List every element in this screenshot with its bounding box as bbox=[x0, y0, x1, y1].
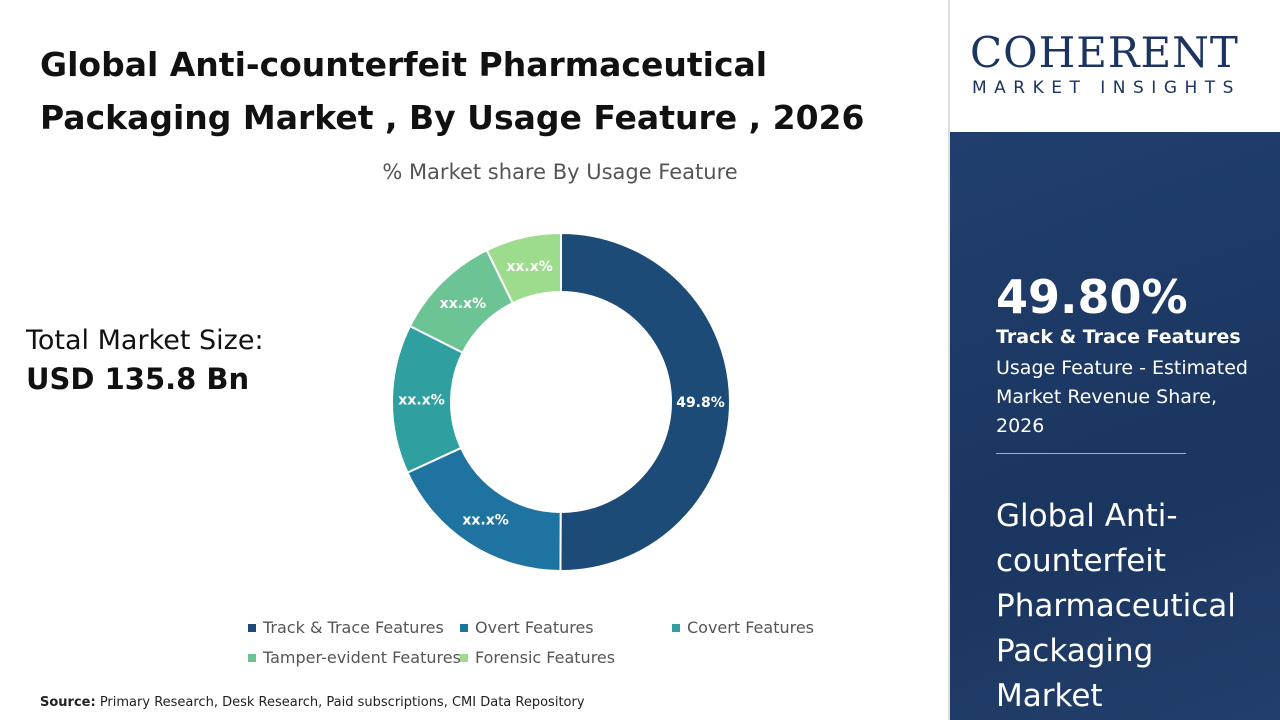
logo-text: COHERENT bbox=[970, 28, 1239, 77]
source-text: Primary Research, Desk Research, Paid su… bbox=[95, 695, 585, 710]
highlight-description: Usage Feature - Estimated Market Revenue… bbox=[996, 357, 1248, 437]
panel-divider bbox=[996, 453, 1186, 454]
data-label: xx.x% bbox=[440, 296, 486, 312]
divider bbox=[948, 0, 950, 720]
legend-label: Forensic Features bbox=[475, 648, 616, 667]
source-note: Source: Primary Research, Desk Research,… bbox=[40, 695, 585, 710]
data-label: xx.x% bbox=[398, 393, 444, 409]
panel-market-title: Global Anti-counterfeit Pharmaceutical P… bbox=[996, 498, 1236, 714]
legend-item: Track & Trace Features bbox=[248, 618, 444, 637]
logo-subtext: MARKET INSIGHTS bbox=[972, 78, 1241, 98]
legend-swatch bbox=[460, 653, 468, 662]
legend-label: Covert Features bbox=[687, 618, 815, 637]
legend-item: Covert Features bbox=[672, 618, 814, 637]
data-label: 49.8% bbox=[676, 395, 725, 411]
legend-item: Overt Features bbox=[460, 618, 594, 637]
slice-forensic-features bbox=[485, 231, 562, 305]
slice-track-trace-features bbox=[559, 231, 732, 572]
legend-swatch bbox=[672, 623, 680, 632]
total-market-label: Total Market Size: bbox=[26, 325, 264, 356]
highlight-panel: 49.80% Track & Trace Features Usage Feat… bbox=[950, 132, 1280, 720]
legend-label: Tamper-evident Features bbox=[263, 648, 461, 667]
legend-label: Overt Features bbox=[475, 618, 594, 637]
slice-overt-features bbox=[406, 446, 562, 573]
total-market-value: USD 135.8 Bn bbox=[26, 362, 250, 396]
chart-title: % Market share By Usage Feature bbox=[382, 160, 738, 184]
legend-swatch bbox=[248, 623, 256, 632]
donut-chart: 49.8% xx.x% xx.x% xx.x% xx.x% bbox=[391, 231, 732, 573]
legend-swatch bbox=[460, 623, 468, 632]
legend-label: Track & Trace Features bbox=[263, 618, 444, 637]
highlight-value: 49.80% bbox=[996, 270, 1188, 324]
source-label: Source: bbox=[40, 695, 96, 710]
logo: COHERENT MARKET INSIGHTS bbox=[950, 0, 1280, 130]
data-label: xx.x% bbox=[506, 259, 552, 275]
data-label: xx.x% bbox=[462, 512, 508, 528]
highlight-name: Track & Trace Features bbox=[996, 326, 1241, 348]
legend-item: Forensic Features bbox=[460, 648, 615, 667]
legend-item: Tamper-evident Features bbox=[248, 648, 461, 667]
page-title: Global Anti-counterfeit Pharmaceutical P… bbox=[40, 45, 865, 137]
legend-swatch bbox=[248, 653, 256, 662]
